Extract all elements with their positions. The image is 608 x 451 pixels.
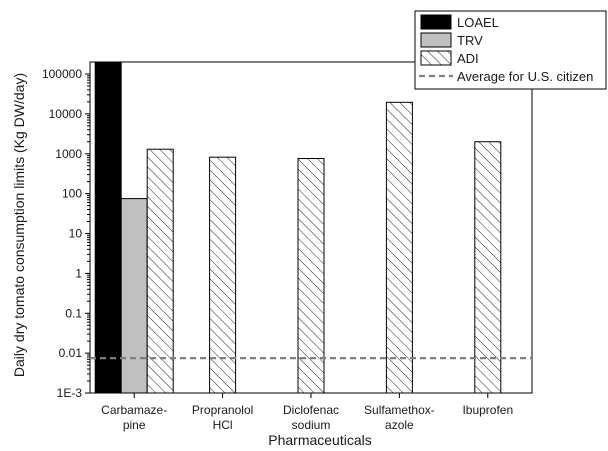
bar-trv xyxy=(120,198,148,394)
y-axis-title: Daily dry tomato consumption limits (Kg … xyxy=(11,73,27,377)
y-tick-label: 10000 xyxy=(49,107,83,121)
legend: LOAEL TRV ADI Average for U.S. citizen xyxy=(414,10,607,90)
legend-swatch xyxy=(420,32,452,48)
bar-loael xyxy=(94,61,122,394)
x-tick-label: sodium xyxy=(292,418,331,432)
bar-adi xyxy=(385,101,413,394)
x-tick-label: Diclofenac xyxy=(283,403,339,417)
y-tick-label: 0.1 xyxy=(65,306,82,320)
axes: 1E-3 0.01 0.1 1 10 100 1000 10000 100000 Carbamaz… xyxy=(42,67,513,432)
x-tick-label: azole xyxy=(385,418,414,432)
bar-adi xyxy=(474,141,502,394)
legend-label: ADI xyxy=(457,51,479,66)
legend-label: Average for U.S. citizen xyxy=(457,69,593,84)
legend-swatch xyxy=(420,50,452,66)
x-axis-title: Pharmaceuticals xyxy=(268,432,372,448)
x-tick-label: Carbamaze- xyxy=(101,403,167,417)
legend-label: LOAEL xyxy=(457,15,499,30)
y-tick-label: 100 xyxy=(62,187,82,201)
x-tick-label: Propranolol xyxy=(192,403,253,417)
legend-swatch xyxy=(420,14,452,30)
y-tick-label: 0.01 xyxy=(59,346,83,360)
x-tick-label: pine xyxy=(123,418,146,432)
bar-adi xyxy=(146,148,174,394)
x-tick-label: HCl xyxy=(213,418,233,432)
legend-label: TRV xyxy=(457,33,483,48)
y-tick-label: 10 xyxy=(69,227,83,241)
bar-adi xyxy=(297,158,325,394)
x-tick-label: Sulfamethox- xyxy=(364,403,435,417)
y-tick-label: 1000 xyxy=(55,147,82,161)
y-tick-label: 1E-3 xyxy=(57,386,83,400)
y-tick-label: 1 xyxy=(75,266,82,280)
bars xyxy=(94,61,502,394)
x-tick-label: Ibuprofen xyxy=(462,403,513,417)
y-tick-label: 100000 xyxy=(42,67,82,81)
